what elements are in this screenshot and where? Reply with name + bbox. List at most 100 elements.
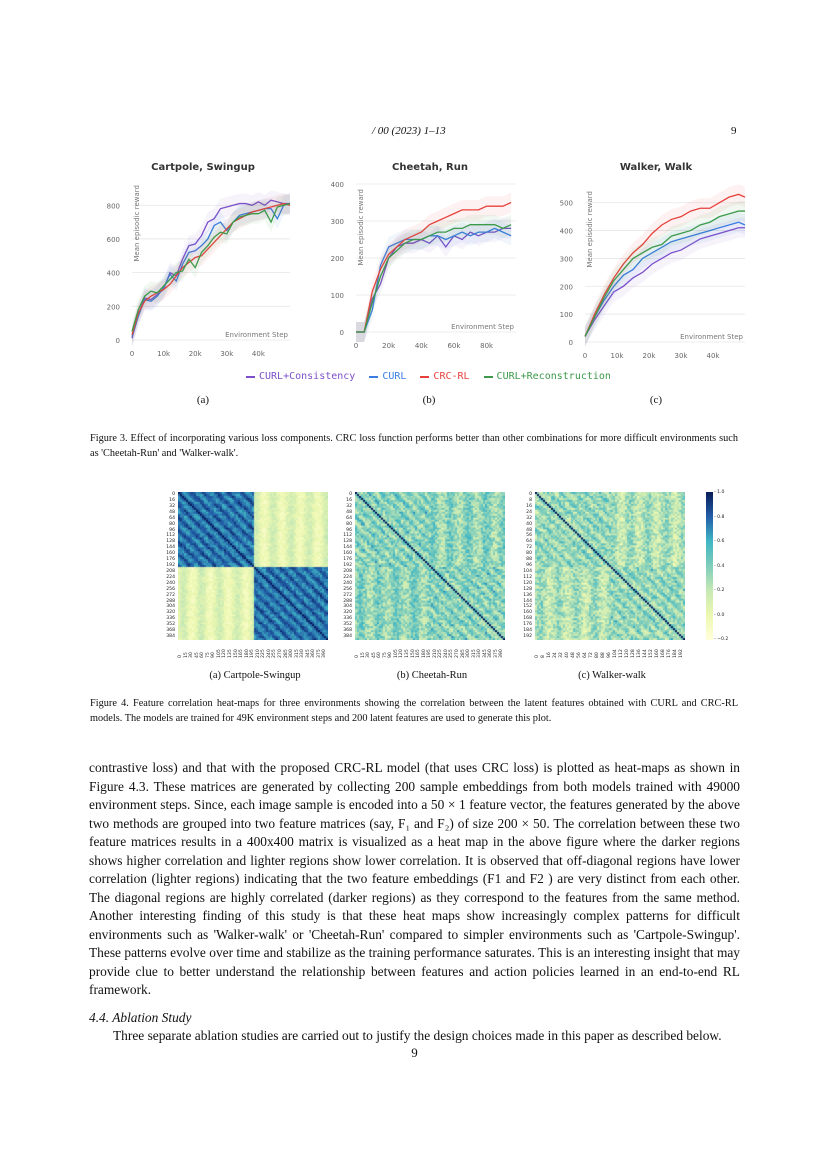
heatmap-y-tick: 352 (343, 622, 352, 628)
heatmap-x-tick: 360 (311, 649, 317, 658)
x-axis-label: Environment Step (451, 323, 514, 331)
x-tick-label: 0 (354, 342, 358, 350)
heatmap-y-tick: 192 (343, 563, 352, 569)
heatmap-y-tick: 144 (343, 545, 352, 551)
legend-item-curl-reconstruction: CURL+Reconstruction (483, 371, 611, 382)
heatmap-label-c: (c) Walker-walk (578, 670, 646, 681)
colorbar-tick: - 0.4 (714, 563, 725, 569)
y-axis-label: Mean episodic reward (357, 189, 365, 266)
line-chart-cheetah: 0 100 200 300 400 0 20k 40k 60k 80k Environment St… (331, 181, 516, 350)
heatmap-x-tick: 150 (233, 649, 239, 658)
heatmap-y-tick: 208 (166, 568, 175, 574)
colorbar-tick: - 0.6 (714, 539, 725, 544)
heatmap-x-tick: 270 (278, 649, 283, 658)
footer-page-number: 9 (411, 1044, 418, 1060)
heatmap-y-tick: 240 (166, 580, 175, 586)
heatmap-cartpole: 0 16 32 48 64 80 96 112 128 144 160 176 192 208 224 240… (160, 490, 340, 660)
x-tick-label: 10k (611, 352, 625, 360)
x-tick-label: 30k (220, 350, 234, 358)
x-tick-label: 60k (447, 342, 461, 350)
y-tick-label: 400 (107, 270, 120, 278)
heatmap-y-tick: 96 (526, 563, 532, 569)
heatmap-y-tick: 224 (166, 574, 175, 580)
heatmap-x-tick: 60 (377, 652, 383, 658)
chart-title-cheetah: Cheetah, Run (392, 162, 468, 173)
heatmap-x-tick: 16 (547, 652, 552, 658)
heatmap-y-tick: 56 (526, 533, 532, 539)
colorbar-tick: - 1.0 (714, 490, 725, 495)
heatmap-x-tick: 80 (595, 652, 600, 658)
heatmap-x-tick: 300 (289, 649, 295, 658)
heatmap-x-tick: 270 (455, 649, 460, 658)
heatmap-x-tick: 30 (366, 652, 372, 658)
section-paragraph: Three separate ablation studies are carr… (113, 1027, 722, 1043)
text-flow: contrastive loss) and that with the prop… (89, 759, 740, 1061)
heatmap-x-tick: 225 (438, 649, 444, 658)
y-tick-label: 0 (116, 337, 120, 345)
heatmap-y-tick: 112 (166, 533, 175, 539)
heatmap-y-tick: 288 (343, 598, 352, 604)
page-number-header: 9 (731, 125, 737, 137)
heatmap-y-tick: 160 (523, 610, 532, 616)
legend-swatch (483, 375, 493, 378)
heatmap-x-tick: 285 (283, 649, 289, 658)
heatmap-y-tick: 0 (349, 492, 352, 497)
heatmap-x-tick: 104 (613, 649, 618, 658)
subfigure-label-b: (b) (422, 394, 436, 406)
x-tick-label: 40k (415, 342, 429, 350)
heatmap-x-tick: 390 (499, 649, 505, 658)
heatmap-x-tick: 255 (272, 649, 278, 658)
heatmap-y-tick: 88 (526, 557, 532, 563)
heatmap-y-tick: 32 (346, 503, 352, 509)
heatmap-x-tick: 390 (322, 649, 328, 658)
heatmap-x-tick: 225 (261, 649, 267, 658)
heatmap-y-tick: 184 (523, 628, 532, 634)
heatmap-y-tick: 0 (529, 492, 532, 497)
y-axis-label: Mean episodic reward (133, 185, 141, 262)
running-title: / 00 (2023) 1–13 (372, 125, 446, 137)
colorbar: - 1.0 - 0.8 - 0.6 - 0.4 - 0.2 - 0.0 - −0.2 (706, 490, 746, 650)
heatmap-image (178, 492, 328, 640)
heatmap-x-tick: 56 (577, 652, 582, 658)
legend-label: CURL+Consistency (259, 371, 356, 382)
heatmap-walker: 0 8 16 24 32 40 48 56 64 72 80 88 96 104 112 120 128 136 1… (517, 490, 697, 660)
heatmap-y-tick: 16 (346, 497, 352, 503)
colorbar-tick: - 0.2 (714, 588, 725, 593)
heatmap-x-tick: 30 (189, 652, 195, 658)
heatmap-x-tick: 160 (655, 649, 660, 658)
legend-label: CRC-RL (433, 371, 470, 382)
heatmap-y-tick: 32 (526, 515, 532, 521)
heatmap-y-tick: 48 (526, 527, 532, 533)
y-tick-label: 300 (331, 218, 344, 226)
heatmap-x-tick: 300 (466, 649, 472, 658)
x-tick-label: 20k (643, 352, 657, 360)
y-tick-label: 600 (107, 236, 120, 244)
heatmap-y-tick: 120 (523, 580, 532, 586)
heatmap-y-tick: 192 (166, 563, 175, 569)
heatmap-y-tick: 16 (169, 497, 175, 503)
series-line-curl (584, 221, 746, 337)
heatmap-y-tick: 112 (523, 574, 532, 580)
heatmap-x-tick: 315 (471, 649, 477, 658)
heatmap-x-tick: 150 (410, 649, 416, 658)
heatmap-x-tick: 45 (194, 652, 200, 658)
heatmap-x-tick: 45 (371, 652, 377, 658)
heatmap-y-tick: 64 (169, 515, 175, 521)
x-axis-label: Environment Step (225, 331, 288, 339)
heatmap-y-tick: 112 (343, 533, 352, 539)
series-line-curl-reconstruction (356, 224, 512, 333)
heatmap-x-tick: 285 (460, 649, 466, 658)
x-tick-label: 30k (675, 352, 689, 360)
series-band (132, 193, 290, 347)
chart-title-walker: Walker, Walk (619, 162, 693, 173)
section-heading: 4.4. Ablation Study (89, 1009, 192, 1025)
heatmap-y-tick: 64 (346, 515, 352, 521)
heatmap-y-tick: 128 (166, 539, 175, 545)
heatmap-y-tick: 256 (166, 586, 175, 592)
series-line-curl (356, 227, 512, 333)
heatmap-y-tick: 176 (166, 557, 175, 563)
series-band (585, 201, 745, 347)
heatmap-x-tick: 180 (421, 649, 427, 658)
heatmap-x-tick: 64 (583, 652, 588, 658)
heatmap-x-tick: 120 (399, 649, 405, 658)
